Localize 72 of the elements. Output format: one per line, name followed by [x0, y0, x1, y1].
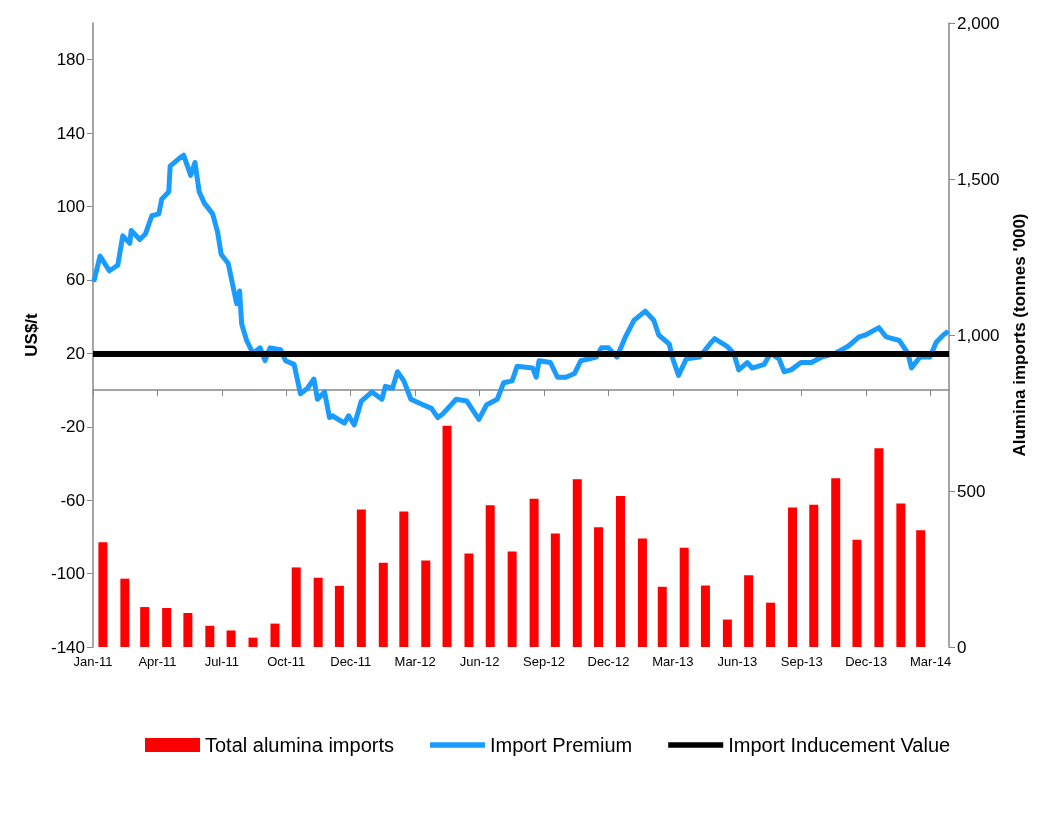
bar — [205, 625, 215, 647]
y-tick-label: -60 — [60, 490, 85, 510]
bar — [550, 533, 560, 647]
bar — [98, 542, 108, 647]
bar — [485, 505, 495, 647]
bar — [378, 562, 388, 647]
bar — [594, 527, 604, 647]
x-tick-label: Oct-11 — [267, 654, 306, 669]
y-tick-label: 140 — [56, 123, 85, 143]
bar — [313, 577, 323, 647]
bar — [766, 602, 776, 647]
legend-label: Import Premium — [489, 734, 633, 756]
bar — [722, 619, 732, 647]
bar — [442, 425, 452, 647]
bar — [356, 509, 366, 647]
bar — [334, 585, 344, 647]
bar — [874, 448, 884, 647]
bar — [226, 630, 236, 647]
legend-label: Import Inducement Value — [728, 734, 951, 756]
y2-tick-label: 1,000 — [957, 325, 1000, 345]
bar — [140, 607, 150, 647]
y2-axis-title: Alumina imports (tonnes '000) — [1010, 213, 1029, 457]
y-tick-label: -20 — [60, 417, 85, 437]
x-tick-label: Jun-13 — [717, 654, 758, 669]
bar — [744, 575, 754, 647]
bar — [464, 553, 474, 647]
bar — [852, 539, 862, 647]
bar — [916, 530, 926, 647]
y2-tick-label: 0 — [957, 637, 967, 657]
x-tick-label: Jan-11 — [73, 654, 113, 669]
y2-tick-label: 500 — [957, 481, 986, 501]
y-tick-label: 20 — [66, 343, 85, 363]
x-tick-label: Jul-11 — [204, 654, 240, 669]
bar — [788, 507, 798, 647]
bar — [657, 586, 667, 647]
x-tick-label: Sep-12 — [523, 654, 565, 669]
y-tick-label: -140 — [50, 637, 85, 657]
bar — [183, 612, 193, 647]
bar — [529, 498, 539, 647]
y2-tick-label: 1,500 — [957, 169, 1000, 189]
y-tick-label: 60 — [66, 270, 85, 290]
bar — [270, 623, 280, 647]
bar — [700, 585, 710, 647]
y-tick-label: 180 — [56, 50, 85, 70]
x-tick-label: Mar-14 — [910, 654, 952, 669]
x-tick-label: Mar-13 — [652, 654, 694, 669]
bar — [615, 495, 625, 647]
x-tick-label: Dec-13 — [845, 654, 888, 669]
bar — [831, 478, 841, 647]
x-tick-label: Dec-11 — [330, 654, 372, 669]
y-tick-label: -100 — [50, 564, 85, 584]
legend-label: Total alumina imports — [205, 734, 394, 756]
bar — [896, 503, 906, 647]
bar — [120, 578, 130, 647]
x-tick-label: Mar-12 — [394, 654, 436, 669]
x-tick-label: Apr-11 — [138, 654, 177, 669]
y-axis-title: US$/t — [22, 312, 42, 357]
y-tick-label: 100 — [56, 197, 85, 217]
bar — [421, 560, 431, 647]
bar — [572, 479, 582, 647]
bar — [399, 511, 409, 647]
bar — [679, 547, 689, 647]
bar — [637, 538, 647, 647]
x-tick-label: Sep-13 — [780, 654, 823, 669]
bar — [507, 551, 517, 647]
x-tick-label: Jun-12 — [459, 654, 500, 669]
y2-tick-label: 2,000 — [957, 13, 1000, 33]
bar — [291, 567, 301, 647]
bar — [248, 637, 258, 647]
bar — [162, 608, 172, 647]
x-tick-label: Dec-12 — [587, 654, 630, 669]
bar — [809, 504, 819, 647]
